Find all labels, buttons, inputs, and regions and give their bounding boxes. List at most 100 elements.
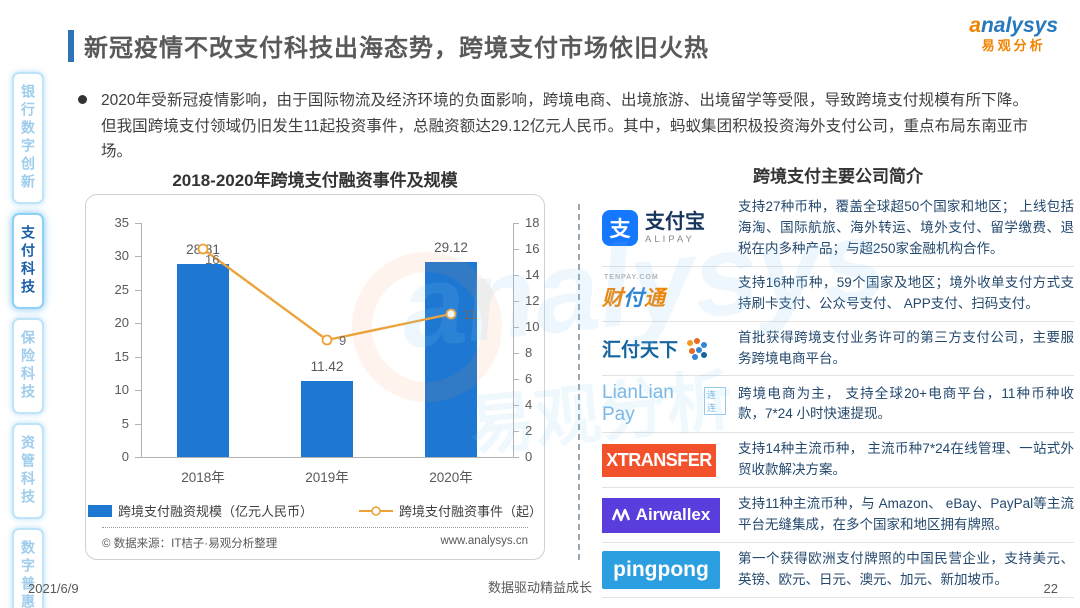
tick-mark [513,457,519,458]
legend-line-marker-icon [359,505,393,516]
funding-bar [425,262,477,457]
pingpong-logo-box: pingpong [602,551,720,590]
title-accent-bar [68,29,74,62]
company-description: 跨境电商为主， 支持全球20+电商平台，11种币种收款，7*24 小时快速提现。 [738,385,1074,422]
summary-text: 2020年受新冠疫情影响，由于国际物流及经济环境的负面影响，跨境电商、出境旅游、… [101,92,1028,161]
analysys-logo-cn: 易观分析 [981,38,1046,54]
airwallex-wave-icon [611,509,630,522]
tick-mark [135,356,141,358]
line-value-label: 11 [463,307,477,322]
left-axis-tick: 25 [114,281,129,297]
sidebar-tab-5[interactable]: 数字普惠 [12,528,44,608]
chart-source-left: © 数据来源：IT桔子·易观分析整理 [102,538,278,550]
company-description: 首批获得跨境支付业务许可的第三方支付公司，主要服务跨境电商平台。 [738,329,1074,366]
company-row: TENPAY.COM 财付通 支持16种币种，59个国家及地区；境外收单支付方式支持… [602,267,1074,322]
footer-date: 2021/6/9 [28,581,79,596]
right-axis-tick: 10 [525,319,540,334]
legend-bar-swatch-icon [87,504,112,517]
footer-page-number: 22 [1043,581,1058,596]
tick-mark [513,249,519,250]
alipay-logo: 支支付宝 ALIPAY [602,210,726,247]
tenpay-char: 通 [644,286,665,310]
airwallex-logo-box: Airwallex [602,497,720,533]
alipay-name-en: ALIPAY [645,234,695,246]
right-axis-tick: 8 [525,345,533,360]
right-axis-tick: 6 [525,371,533,386]
huifu-name: 汇付天下 [602,340,679,362]
right-axis-tick: 16 [525,241,540,256]
right-axis-tick: 12 [525,293,540,308]
axis-line [141,223,142,457]
huifu-logo: 汇付天下 [602,335,726,362]
left-axis-tick: 5 [121,415,129,431]
company-row: Airwallex 支持11种主流币种，与 Amazon、 eBay、PayPal… [602,488,1074,544]
bullet-icon [78,95,87,104]
lianlian-name-cn: 连连 [703,387,726,416]
legend-item-bar: 跨境支付融资规模（亿元人民币） [87,501,313,520]
sidebar-tab-2[interactable]: 支付科技 [12,213,44,309]
companies-panel: 跨境支付主要公司简介 支支付宝 ALIPAY 支持27种币种，覆盖全球超50个国家和… [602,162,1074,598]
bar-value-label: 29.12 [434,240,468,256]
left-axis-tick: 0 [121,449,129,464]
companies-list: 支支付宝 ALIPAY 支持27种币种，覆盖全球超50个国家和地区； 上线包括海淘、… [602,191,1074,598]
tick-mark [513,223,519,224]
huifu-swirl-icon [687,337,708,360]
tick-mark [135,457,141,458]
left-axis-tick: 10 [114,382,129,398]
funding-bar [177,264,229,457]
tick-mark [513,405,519,406]
sidebar-tab-3[interactable]: 保险科技 [12,318,44,414]
line-value-label: 16 [205,252,220,267]
company-row: 汇付天下 首批获得跨境支付业务许可的第三方支付公司，主要服务跨境电商平台。 [602,322,1074,377]
companies-header: 跨境支付主要公司简介 [753,167,923,186]
footer-slogan: 数据驱动精益成长 [487,580,592,595]
analysys-url-link[interactable]: www.analysys.cn [440,535,528,547]
section-sidebar: 银行数字创新支付科技保险科技资管科技数字普惠 [8,72,48,608]
tenpay-char: 财 [602,286,623,310]
company-description: 支持16种币种，59个国家及地区；境外收单支付方式支持刷卡支付、公众号支付、 A… [738,274,1074,311]
huifu-logo-group: 汇付天下 [602,335,710,362]
alipay-logo-group: 支支付宝 ALIPAY [602,210,705,247]
tick-mark [135,390,141,392]
x-axis-category-label: 2019年 [305,470,349,485]
x-axis-line [141,457,513,458]
chart-legend: 跨境支付融资规模（亿元人民币） 跨境支付融资事件（起） [86,501,544,520]
alipay-name-cn: 支付宝 [645,211,705,234]
xtransfer-logo-box: XTRANSFER [602,443,716,477]
tick-mark [513,379,519,380]
vertical-dashed-divider [578,204,580,560]
analysys-logo: analysys 易观分析 [969,14,1058,53]
chart-title: 2018-2020年跨境支付融资事件及规模 [172,171,458,190]
brand-rest: nalysys [980,14,1058,37]
pingpong-logo: pingpong [602,551,726,590]
tick-mark [135,289,141,291]
tick-mark [135,223,141,224]
company-description: 支持27种币种，覆盖全球超50个国家和地区； 上线包括海淘、国际航旅、海外转运、… [738,199,1074,256]
tenpay-logo-text: TENPAY.COM 财付通 [602,274,665,312]
brand-swirl-a-icon: a [969,14,981,37]
tick-mark [135,256,141,258]
left-axis-tick: 15 [114,348,129,364]
airwallex-logo: Airwallex [602,497,726,533]
company-row: 支支付宝 ALIPAY 支持27种币种，覆盖全球超50个国家和地区； 上线包括海淘、… [602,191,1074,267]
chart-source-row: © 数据来源：IT桔子·易观分析整理 www.analysys.cn [102,527,528,551]
left-axis-tick: 20 [114,315,129,331]
right-axis-tick: 2 [525,423,533,438]
tenpay-logo: TENPAY.COM 财付通 [602,274,726,312]
tick-mark [135,323,141,325]
funding-bar [301,380,353,457]
page-title: 新冠疫情不改支付科技出海态势，跨境支付市场依旧火热 [68,28,709,63]
sidebar-tab-4[interactable]: 资管科技 [12,423,44,519]
tick-mark [513,301,519,302]
left-axis-tick: 30 [114,248,129,264]
right-axis-tick: 18 [525,215,540,230]
lianlian-logo-group: LianLian Pay 连连 [602,382,726,426]
right-axis-tick: 0 [525,449,533,464]
axis-line [513,223,514,457]
tick-mark [135,423,141,425]
right-axis-tick: 14 [525,267,540,282]
x-axis-category-label: 2018年 [181,470,225,485]
sidebar-tab-1[interactable]: 银行数字创新 [12,72,44,204]
company-description: 第一个获得欧洲支付牌照的中国民营企业，支持美元、英镑、欧元、日元、澳元、加元、新… [738,551,1074,588]
